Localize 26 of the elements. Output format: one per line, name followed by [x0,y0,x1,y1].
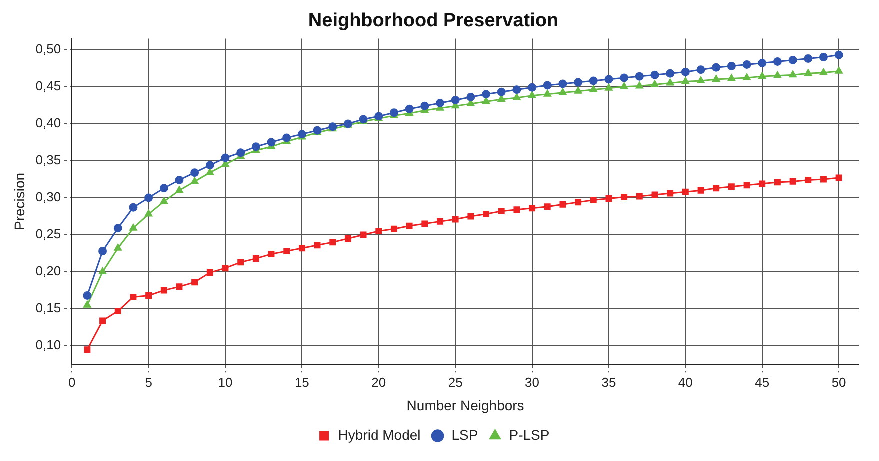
y-axis-title: Precision [11,172,28,230]
y-tick-label: 0,30 [36,190,62,205]
x-tick-label: 20 [372,374,386,390]
x-tick-label: 5 [145,374,152,390]
x-tick-label: 30 [525,374,540,390]
legend-label: LSP [452,426,478,443]
y-tick-label: 0,40 [36,116,62,131]
x-tick-label: 0 [68,374,76,390]
x-tick-label: 45 [755,374,770,390]
y-tick-label: 0,50 [36,41,62,56]
y-tick-label: 0,15 [36,300,62,316]
legend-label: P-LSP [509,426,550,443]
x-tick-label: 35 [602,374,616,390]
x-tick-label: 25 [448,374,463,390]
x-axis-title: Number Neighbors [406,397,524,414]
y-tick-label: 0,45 [36,78,62,94]
y-tick-label: 0,10 [36,338,62,353]
x-tick-label: 10 [218,374,233,390]
chart-title: Neighborhood Preservation [308,10,559,32]
y-tick-label: 0,35 [36,152,62,168]
x-tick-label: 40 [678,374,693,390]
y-tick-label: 0,20 [36,264,62,279]
x-tick-label: 50 [832,374,846,390]
legend-label: Hybrid Model [338,426,421,443]
y-tick-label: 0,25 [36,226,62,242]
x-tick-label: 15 [294,374,310,390]
